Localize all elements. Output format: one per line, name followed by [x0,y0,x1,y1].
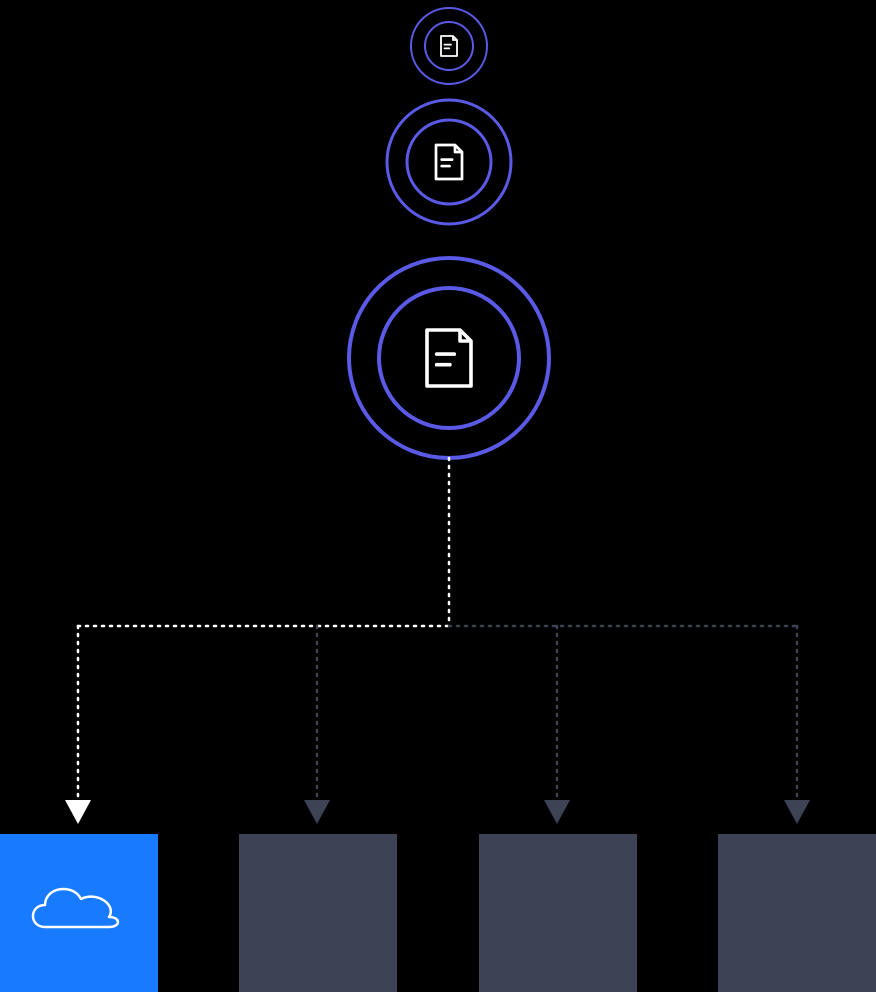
doc-small [411,8,487,84]
doc-large [349,258,549,458]
database-target [718,834,876,992]
arrow-down-icon [784,800,810,824]
trash-target [239,834,397,992]
arrow-down-icon [544,800,570,824]
doc-medium [387,100,511,224]
arrow-down-icon [304,800,330,824]
cloud-target [0,834,158,992]
arrow-down-icon [65,800,91,824]
archive-target [479,834,637,992]
routing-diagram [0,0,876,992]
